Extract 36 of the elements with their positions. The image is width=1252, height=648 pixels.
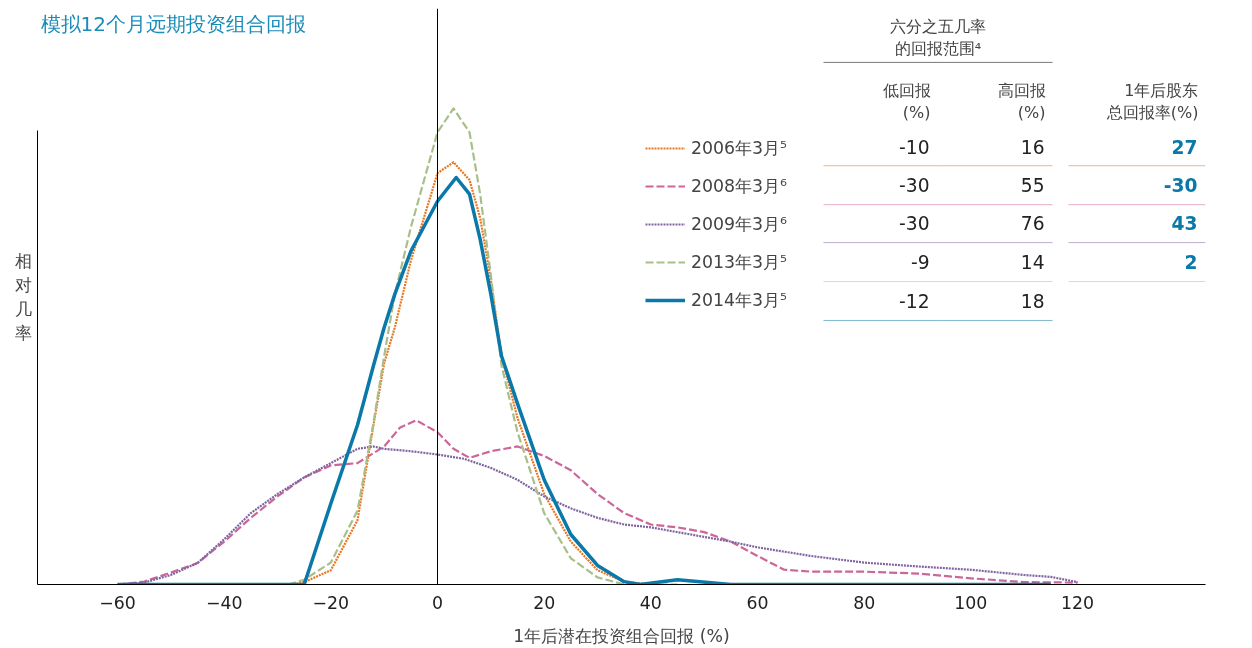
- annotation: 18: [1020, 291, 1045, 313]
- legend-label: 2008年3月⁶: [691, 175, 788, 198]
- legend-label: 2009年3月⁶: [691, 213, 788, 236]
- annotation: 27: [1171, 136, 1198, 158]
- annotation: 76: [1020, 213, 1045, 235]
- x-tick-label: 40: [639, 592, 662, 613]
- x-tick-label: 120: [1060, 592, 1095, 613]
- annotation: -9: [910, 252, 930, 274]
- annotation: 1年后股东总回报率(%): [1105, 80, 1199, 123]
- annotation: -30: [899, 213, 930, 235]
- legend-label: 2013年3月⁵: [691, 251, 788, 274]
- text: 六分之五几率的回报范围⁴: [890, 16, 986, 59]
- annotation: 低回报(%): [882, 80, 931, 123]
- legend-label: 2014年3月⁵: [691, 289, 788, 312]
- x-tick-label: 0: [431, 592, 444, 613]
- annotation: 16: [1020, 136, 1045, 158]
- x-tick-label: −60: [99, 592, 136, 613]
- x-tick-label: 100: [954, 592, 988, 613]
- annotation: -12: [899, 291, 930, 313]
- x-axis-title: 1年后潜在投资组合回报 (%): [513, 625, 730, 646]
- x-tick-label: −20: [312, 592, 350, 613]
- x-tick-label: −40: [205, 592, 243, 613]
- x-tick-label: 20: [533, 592, 556, 613]
- annotation: -30: [899, 175, 930, 197]
- annotation: -30: [1163, 175, 1198, 197]
- y-axis-title: 相对几率: [14, 250, 32, 343]
- chart-title: 模拟12个月远期投资组合回报: [40, 12, 306, 37]
- annotation: 高回报(%): [997, 80, 1046, 123]
- annotation: 55: [1020, 175, 1045, 197]
- annotation: 43: [1171, 213, 1198, 235]
- annotation: 2: [1184, 252, 1198, 274]
- x-tick-label: 60: [746, 592, 769, 613]
- x-tick-label: 80: [853, 592, 876, 613]
- annotation: 14: [1020, 252, 1045, 274]
- legend-label: 2006年3月⁵: [691, 137, 788, 160]
- annotation: -10: [899, 136, 930, 158]
